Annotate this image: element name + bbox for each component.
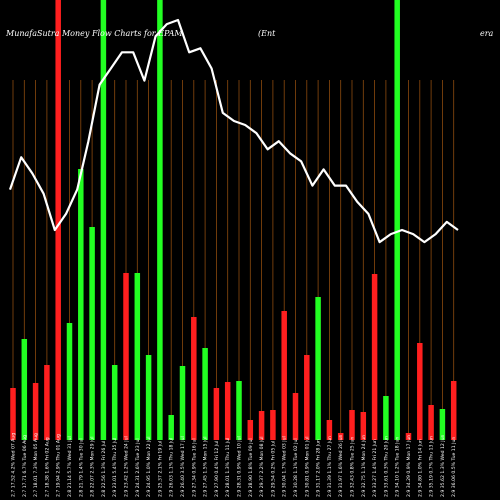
bar-tue-11-jun bbox=[450, 381, 457, 440]
bar-mon-05-aug bbox=[32, 383, 39, 440]
x-tick-label: 2.7 18.38 1.6% Fri 02 Aug bbox=[44, 437, 50, 497]
volume-bars bbox=[10, 0, 457, 440]
bar-tue-25-jun bbox=[349, 410, 355, 440]
x-tick-label: 2.9 31.17 2.0% Fri 28 Jun bbox=[316, 439, 322, 497]
x-tick-label: 2.9 32.75 1.1% Mon 24 Jun bbox=[361, 435, 367, 497]
bar-tue-16-jul bbox=[191, 317, 197, 440]
bar-thu-18-jul bbox=[168, 415, 174, 440]
x-tick-label: 2.8 22.07 2.3% Mon 29 Jul bbox=[90, 436, 96, 497]
bar-tue-30-jul bbox=[78, 169, 84, 440]
bar-tue-23-jul bbox=[134, 273, 141, 440]
x-tick-labels: 2.7 17.52 4.2% Wed 07 Aug 2.7 17.71 6.7% … bbox=[11, 433, 458, 497]
price-line bbox=[8, 18, 459, 244]
x-tick-label: 2.7 19.94 2.9% Thu 01 Aug bbox=[56, 434, 62, 497]
bar-mon-01-jul bbox=[304, 355, 310, 440]
x-tick-label: 2.9 30.04 1.7% Wed 03 Jul bbox=[282, 436, 288, 497]
x-tick-label: 2.9 28.31 0.9% Wed 10 Jul bbox=[237, 436, 243, 497]
bar-thu-13-jun bbox=[428, 405, 434, 440]
x-tick-label: 2.9 24.95 1.0% Mon 22 Jul bbox=[146, 436, 152, 497]
bar-wed-17-jul bbox=[179, 366, 186, 440]
x-tick-label: 2.9 26.40 3.5% Wed 17 Jul bbox=[180, 436, 186, 497]
x-tick-label: 2.7 17.52 4.2% Wed 07 Aug bbox=[11, 433, 17, 497]
x-tick-label: 2.9 31.97 1.6% Wed 26 Jun bbox=[338, 434, 344, 497]
x-tick-label: 2.9 23.01 5.4% Thu 25 Jul bbox=[112, 438, 118, 497]
x-tick-label: 2.8 21.14 5.7% Wed 31 Jul bbox=[67, 436, 73, 497]
bar-thu-25-jul bbox=[111, 365, 118, 440]
x-tick-label: 2.9 35.19 0.7% Thu 13 Jun bbox=[429, 436, 435, 497]
chart-title-company-end: era bbox=[480, 29, 494, 38]
x-tick-label: 2.9 34.80 1.0% Fri 14 Jun bbox=[417, 439, 423, 497]
x-tick-label: 2.9 28.01 1.3% Thu 11 Jul bbox=[225, 438, 231, 497]
bar-wed-07-aug bbox=[10, 388, 16, 440]
bar-fri-26-jul bbox=[100, 0, 107, 440]
chart-title-company: (Ent bbox=[258, 29, 276, 38]
x-tick-label: 2.9 31.39 1.1% Thu 27 Jun bbox=[327, 436, 333, 497]
x-tick-label: 2.9 33.61 0.3% Thu 20 Jun bbox=[383, 436, 389, 497]
x-tick-label: 2.9 27.34 0.9% Tue 16 Jul bbox=[191, 438, 197, 497]
x-tick-label: 2.9 30.81 0.9% Mon 01 Jul bbox=[304, 436, 310, 497]
x-tick-label: 2.7 18.01 7.3% Mon 05 Aug bbox=[33, 433, 39, 497]
bar-wed-10-jul bbox=[236, 381, 242, 440]
x-tick-label: 2.9 32.43 0.8% Tue 25 Jun bbox=[350, 437, 356, 497]
bar-mon-29-jul bbox=[89, 227, 95, 440]
bar-thu-11-jul bbox=[224, 382, 231, 440]
bar-wed-26-jun bbox=[337, 433, 344, 440]
x-tick-label: 2.9 36.06 0.5% Tue 11 Jun bbox=[451, 437, 457, 497]
x-tick-label: 2.9 34.29 0.9% Mon 17 Jun bbox=[406, 435, 412, 497]
bar-tue-09-jul bbox=[247, 420, 254, 440]
bar-fri-21-jun bbox=[371, 274, 378, 440]
bar-tue-18-jun bbox=[394, 0, 400, 440]
bar-fri-14-jun bbox=[417, 343, 423, 440]
x-tick-label: 2.9 24.31 2.6% Tue 23 Jul bbox=[135, 438, 141, 497]
bar-mon-08-jul bbox=[258, 411, 265, 440]
bar-fri-28-jun bbox=[315, 297, 321, 440]
bar-tue-02-jul bbox=[292, 393, 299, 440]
bar-mon-17-jun bbox=[405, 433, 412, 440]
chart-title: MunafaSutra Money Flow Charts for EPAM bbox=[5, 29, 183, 38]
x-tick-label: 2.9 27.45 1.5% Mon 15 Jul bbox=[203, 436, 209, 497]
bar-tue-06-aug bbox=[21, 339, 28, 440]
x-tick-label: 2.9 27.90 0.4% Fri 12 Jul bbox=[214, 441, 220, 497]
x-tick-label: 2.9 34.10 1.2% Tue 18 Jun bbox=[395, 437, 401, 497]
x-tick-label: 2.8 21.79 1.4% Tue 30 Jul bbox=[78, 438, 84, 497]
x-tick-label: 2.9 30.28 1.1% Tue 02 Jul bbox=[293, 438, 299, 497]
x-tick-label: 2.9 33.27 1.4% Fri 21 Jun bbox=[372, 439, 378, 497]
bar-thu-27-jun bbox=[326, 420, 333, 440]
bar-fri-05-jul bbox=[270, 410, 276, 440]
bar-thu-01-aug bbox=[55, 0, 61, 440]
bar-fri-02-aug bbox=[44, 365, 50, 440]
x-tick-label: 2.9 26.03 1.1% Thu 18 Jul bbox=[169, 438, 175, 497]
bar-mon-22-jul bbox=[145, 355, 152, 440]
bar-wed-03-jul bbox=[281, 311, 287, 440]
x-tick-label: 2.8 22.56 1.3% Fri 26 Jul bbox=[101, 441, 107, 497]
x-tick-label: 2.9 25.37 2.1% Fri 19 Jul bbox=[157, 441, 163, 497]
bar-mon-24-jun bbox=[360, 412, 367, 440]
x-tick-label: 2.7 17.71 6.7% Tue 06 Aug bbox=[22, 435, 28, 497]
bar-thu-20-jun bbox=[383, 396, 389, 440]
bar-fri-12-jul bbox=[213, 388, 220, 440]
x-tick-label: 2.9 28.90 1.8% Tue 09 Jul bbox=[248, 438, 254, 497]
x-tick-label: 2.9 35.62 1.3% Wed 12 Jun bbox=[440, 434, 446, 497]
bar-fri-19-jul bbox=[157, 0, 163, 440]
bar-wed-12-jun bbox=[439, 409, 446, 440]
x-tick-label: 2.9 29.54 0.2% Fri 05 Jul bbox=[270, 441, 276, 497]
bar-mon-15-jul bbox=[202, 348, 208, 440]
x-tick-label: 2.9 23.42 1.2% Wed 24 Jul bbox=[124, 436, 130, 497]
bar-wed-24-jul bbox=[123, 273, 129, 440]
x-tick-label: 2.9 29.37 2.2% Mon 08 Jul bbox=[259, 436, 265, 497]
bar-wed-31-jul bbox=[66, 323, 73, 440]
